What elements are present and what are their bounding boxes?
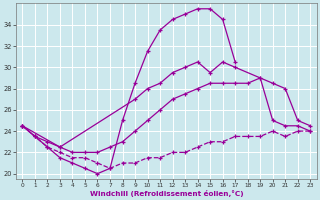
X-axis label: Windchill (Refroidissement éolien,°C): Windchill (Refroidissement éolien,°C) bbox=[90, 190, 243, 197]
